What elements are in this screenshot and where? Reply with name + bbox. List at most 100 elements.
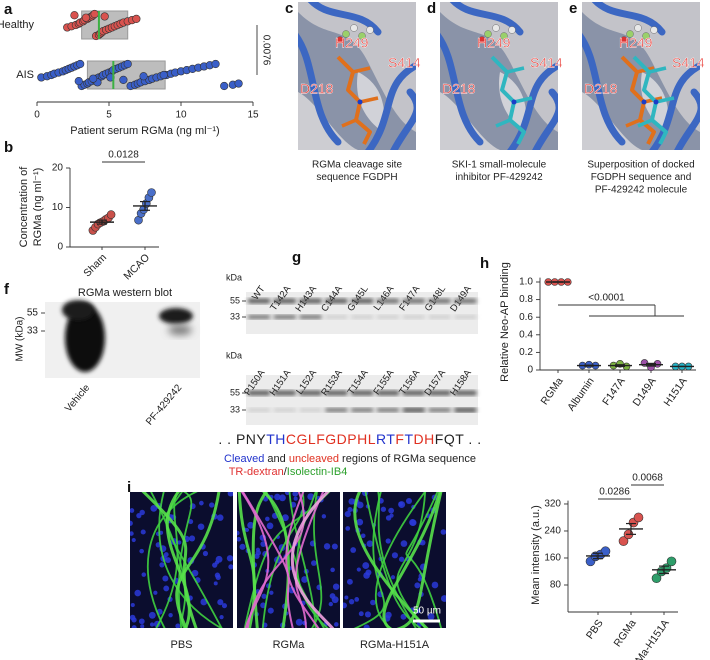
nucleus (177, 540, 182, 545)
residue-label: S414 (672, 55, 705, 71)
y-tick-label: 80 (550, 580, 562, 591)
nucleus (385, 538, 391, 544)
y-tick-label: 0.2 (519, 347, 533, 358)
nucleus (130, 520, 133, 526)
caption: RGMa cleavage site (312, 160, 402, 171)
nucleus (140, 529, 146, 535)
surface (357, 72, 385, 132)
caption: Superposition of docked (587, 160, 694, 171)
nucleus (350, 547, 357, 553)
nucleus (427, 613, 435, 620)
residue-label: D218 (584, 81, 618, 97)
nucleus (409, 519, 416, 526)
surface (440, 2, 558, 132)
p-value: 0.0286 (599, 487, 630, 498)
marker-label: 55 (27, 308, 39, 319)
header-segment: TR-dextran (229, 466, 284, 478)
panel-letter: f (4, 281, 10, 298)
residue-label: H249 (477, 35, 511, 51)
band (377, 391, 399, 395)
x-tick-label: 0 (34, 110, 40, 121)
surface (298, 2, 416, 132)
band (273, 391, 296, 395)
category-label: Healthy (0, 19, 35, 31)
atom (634, 24, 642, 32)
band (325, 408, 348, 412)
atom (653, 99, 659, 105)
atom (484, 30, 492, 38)
atom (508, 26, 516, 34)
band (248, 299, 270, 303)
nucleus (141, 572, 147, 577)
blot (246, 375, 478, 425)
x-tick-label: H151A (661, 375, 689, 408)
sequence: . . PNYTHCGLFGDPHLRTFTDHFQT . . (218, 431, 481, 447)
sequence-segment: FQT . . (435, 431, 482, 447)
panel-letter: h (480, 255, 489, 272)
nucleus (150, 504, 158, 512)
data-point (81, 13, 91, 22)
nucleus (400, 540, 408, 547)
micrograph (130, 492, 233, 628)
band (351, 299, 374, 303)
p-value: 0.0128 (108, 150, 139, 161)
atom (478, 36, 486, 44)
atom (650, 26, 658, 34)
sequence-segment: CGLFGDPHL (286, 431, 376, 447)
panel-letter: g (292, 249, 301, 266)
nucleus (139, 548, 144, 554)
nucleus (255, 547, 261, 552)
data-point (234, 79, 243, 88)
vessel (290, 492, 335, 628)
y-tick-label: 320 (544, 499, 561, 510)
band (299, 299, 322, 303)
ribbon (390, 88, 416, 150)
structure-image (298, 2, 416, 150)
nucleus (363, 624, 370, 628)
x-tick-label: F147A (600, 375, 628, 407)
nucleus (440, 529, 446, 535)
nucleus (148, 611, 156, 619)
nucleus (414, 582, 421, 589)
y-tick-label: 0 (57, 242, 63, 253)
nucleus (130, 602, 135, 608)
band (402, 315, 425, 319)
caption: SKI-1 small-molecule (452, 160, 547, 171)
nucleus (175, 623, 181, 628)
x-tick-label: MCAO (121, 252, 152, 283)
data-point (159, 70, 168, 80)
nucleus (366, 540, 374, 547)
nucleus (228, 564, 233, 570)
ribbon (450, 2, 524, 36)
nucleus (199, 500, 204, 506)
band (273, 299, 296, 303)
caption-segment: regions of RGMa sequence (339, 453, 476, 465)
data-point (123, 59, 132, 69)
x-tick-label: 5 (106, 110, 112, 121)
structure-image (582, 2, 700, 150)
nucleus (365, 569, 372, 576)
ribbon (440, 33, 484, 146)
band (325, 315, 348, 319)
data-point (618, 536, 629, 546)
ribbon (298, 33, 342, 146)
nucleus (364, 611, 371, 618)
nucleus (440, 595, 446, 602)
nucleus (347, 507, 353, 513)
atom (642, 32, 650, 40)
nucleus (269, 590, 274, 595)
nucleus (188, 535, 196, 542)
nucleus (219, 614, 224, 620)
band (65, 304, 105, 372)
nucleus (346, 578, 353, 585)
condition-label: RGMa-H151A (360, 639, 430, 651)
data-point (90, 9, 99, 19)
ligand-branch (495, 66, 533, 128)
band (168, 325, 192, 335)
y-tick-label: 10 (52, 202, 64, 213)
atom (620, 36, 628, 44)
nucleus (362, 562, 370, 570)
nucleus (295, 618, 303, 626)
nucleus (331, 596, 339, 604)
y-tick-label: 0.4 (519, 329, 533, 340)
